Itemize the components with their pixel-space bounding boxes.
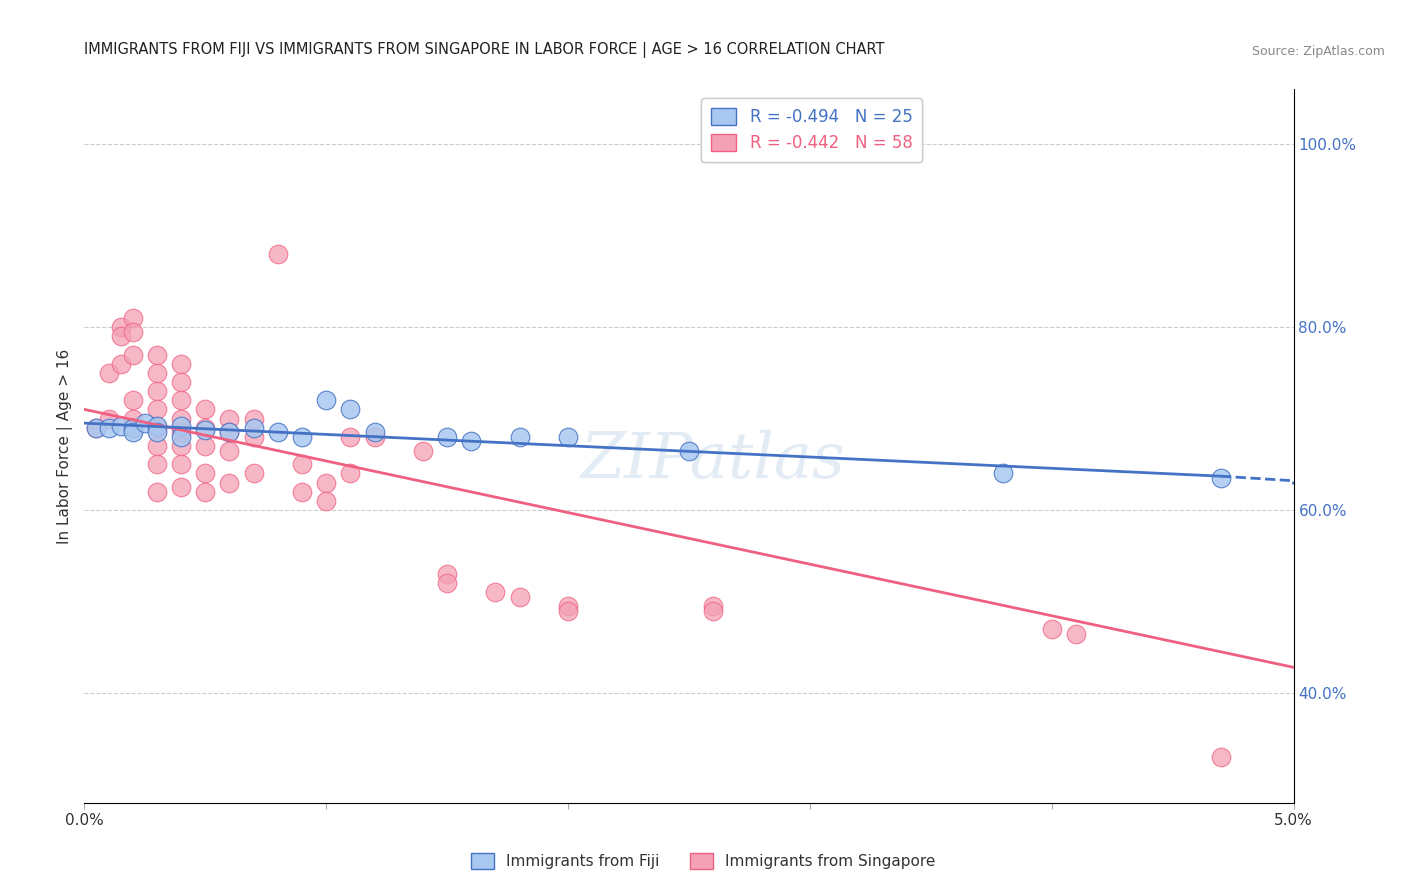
- Point: [557, 599, 579, 613]
- Point: [110, 329, 132, 343]
- Point: [170, 357, 193, 371]
- Point: [170, 418, 193, 433]
- Point: [97, 411, 120, 425]
- Point: [194, 423, 217, 437]
- Point: [1064, 626, 1087, 640]
- Point: [121, 325, 143, 339]
- Point: [146, 439, 169, 453]
- Point: [339, 467, 361, 481]
- Point: [702, 604, 724, 618]
- Point: [1040, 622, 1063, 636]
- Point: [121, 310, 143, 325]
- Point: [170, 458, 193, 472]
- Point: [339, 430, 361, 444]
- Point: [146, 484, 169, 499]
- Point: [242, 420, 264, 434]
- Point: [121, 420, 143, 434]
- Point: [291, 458, 314, 472]
- Point: [218, 475, 240, 490]
- Text: Source: ZipAtlas.com: Source: ZipAtlas.com: [1251, 45, 1385, 58]
- Legend: Immigrants from Fiji, Immigrants from Singapore: Immigrants from Fiji, Immigrants from Si…: [464, 847, 942, 875]
- Point: [218, 443, 240, 458]
- Point: [315, 475, 337, 490]
- Point: [194, 420, 217, 434]
- Point: [121, 420, 143, 434]
- Point: [194, 439, 217, 453]
- Point: [170, 393, 193, 408]
- Point: [146, 420, 169, 434]
- Point: [110, 320, 132, 334]
- Point: [194, 467, 217, 481]
- Point: [993, 467, 1015, 481]
- Point: [218, 425, 240, 440]
- Point: [1209, 471, 1232, 485]
- Point: [194, 484, 217, 499]
- Point: [146, 458, 169, 472]
- Point: [97, 420, 120, 434]
- Point: [509, 590, 531, 604]
- Point: [134, 416, 156, 430]
- Point: [436, 576, 458, 591]
- Point: [509, 430, 531, 444]
- Text: ZIPatlas: ZIPatlas: [581, 429, 845, 491]
- Point: [170, 425, 193, 440]
- Point: [484, 585, 506, 599]
- Point: [97, 366, 120, 380]
- Point: [146, 418, 169, 433]
- Point: [170, 411, 193, 425]
- Point: [267, 425, 290, 440]
- Point: [86, 420, 108, 434]
- Point: [339, 402, 361, 417]
- Point: [557, 430, 579, 444]
- Point: [1209, 750, 1232, 764]
- Legend: R = -0.494   N = 25, R = -0.442   N = 58: R = -0.494 N = 25, R = -0.442 N = 58: [702, 97, 922, 162]
- Point: [170, 375, 193, 389]
- Point: [146, 402, 169, 417]
- Point: [121, 347, 143, 361]
- Point: [242, 411, 264, 425]
- Point: [291, 484, 314, 499]
- Point: [218, 425, 240, 440]
- Point: [218, 411, 240, 425]
- Point: [242, 467, 264, 481]
- Point: [146, 366, 169, 380]
- Point: [363, 430, 385, 444]
- Point: [146, 347, 169, 361]
- Point: [460, 434, 482, 449]
- Y-axis label: In Labor Force | Age > 16: In Labor Force | Age > 16: [58, 349, 73, 543]
- Point: [315, 393, 337, 408]
- Text: IMMIGRANTS FROM FIJI VS IMMIGRANTS FROM SINGAPORE IN LABOR FORCE | AGE > 16 CORR: IMMIGRANTS FROM FIJI VS IMMIGRANTS FROM …: [84, 42, 884, 58]
- Point: [110, 418, 132, 433]
- Point: [121, 425, 143, 440]
- Point: [436, 430, 458, 444]
- Point: [146, 425, 169, 440]
- Point: [86, 420, 108, 434]
- Point: [194, 402, 217, 417]
- Point: [170, 439, 193, 453]
- Point: [702, 599, 724, 613]
- Point: [170, 430, 193, 444]
- Point: [315, 494, 337, 508]
- Point: [412, 443, 434, 458]
- Point: [291, 430, 314, 444]
- Point: [557, 604, 579, 618]
- Point: [146, 384, 169, 398]
- Point: [363, 425, 385, 440]
- Point: [110, 357, 132, 371]
- Point: [678, 443, 700, 458]
- Point: [267, 247, 290, 261]
- Point: [436, 567, 458, 582]
- Point: [121, 393, 143, 408]
- Point: [121, 411, 143, 425]
- Point: [170, 480, 193, 494]
- Point: [242, 430, 264, 444]
